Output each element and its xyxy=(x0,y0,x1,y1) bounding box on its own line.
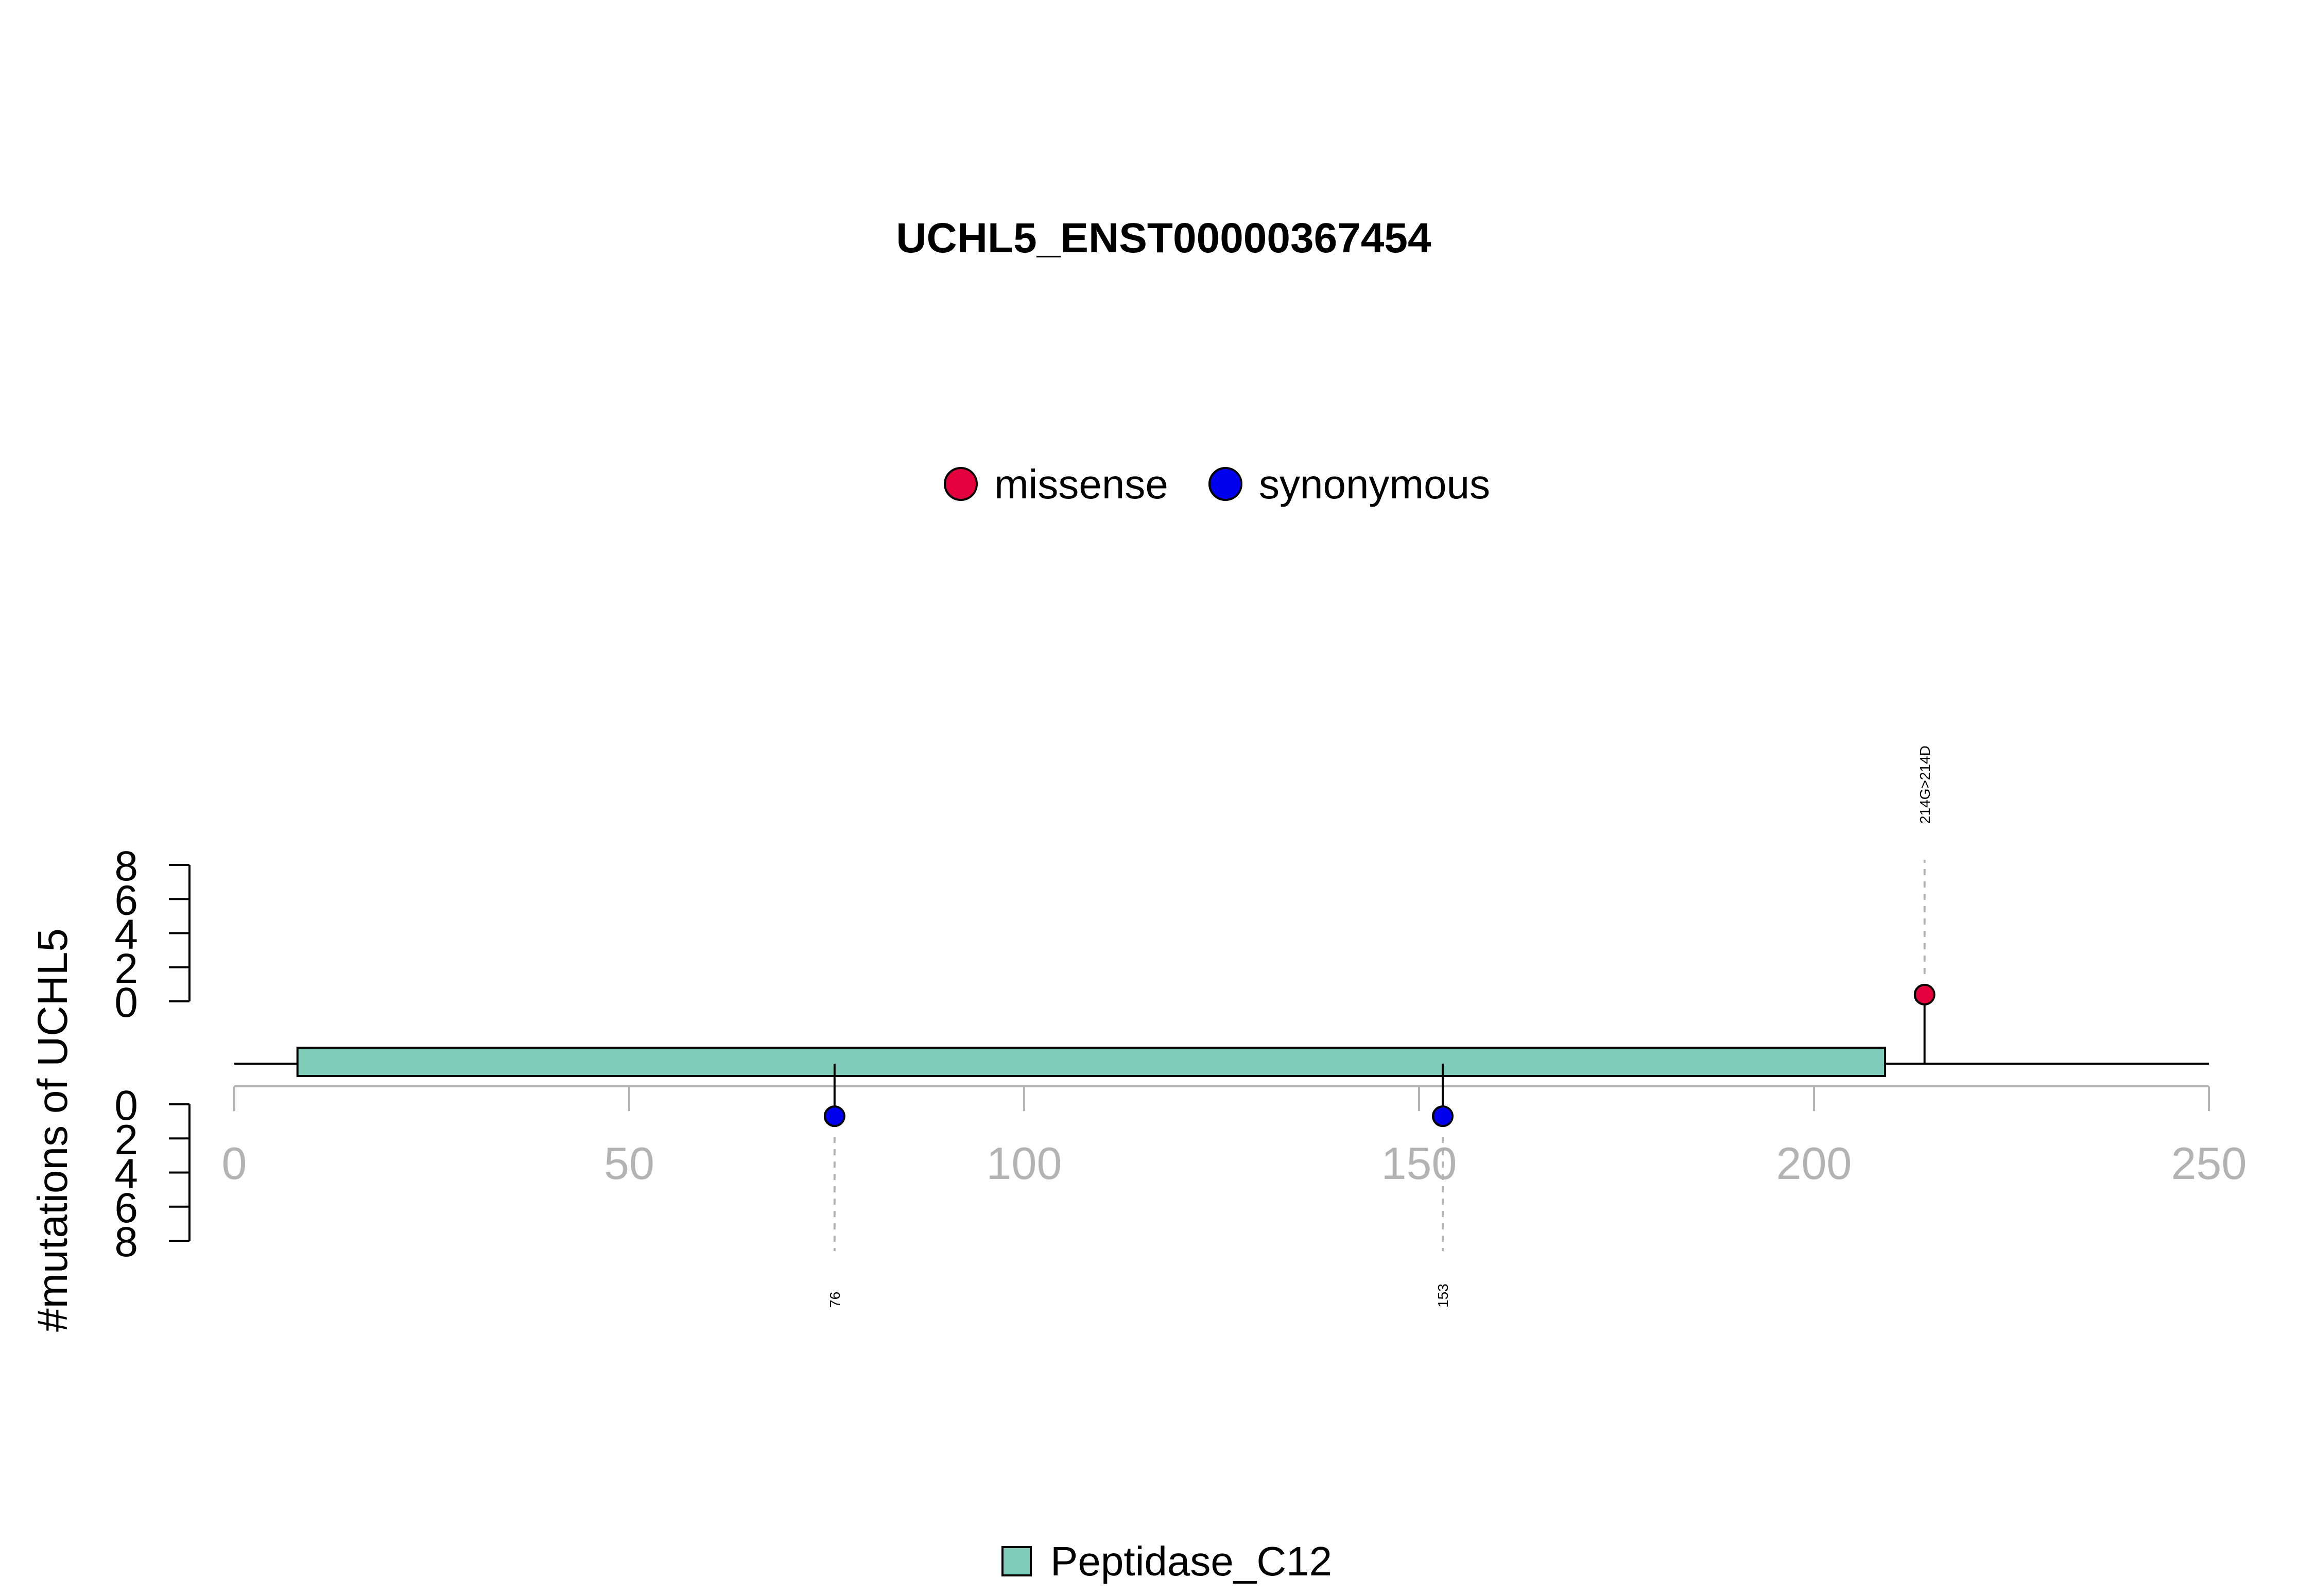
y-tick-label-bottom-8: 8 xyxy=(114,1219,138,1265)
x-tick-label-200: 200 xyxy=(1776,1138,1852,1189)
y-tick-label-top-6: 6 xyxy=(114,877,138,924)
mutation-label-153: 153 xyxy=(1435,1283,1451,1308)
mutation-point-76 xyxy=(823,1105,845,1127)
x-tick-label-0: 0 xyxy=(222,1138,247,1189)
y-tick-label-bottom-0: 0 xyxy=(114,1082,138,1129)
y-tick-label-bottom-6: 6 xyxy=(114,1185,138,1231)
y-tick-label-bottom-2: 2 xyxy=(114,1116,138,1163)
x-tick-label-50: 50 xyxy=(604,1138,654,1189)
domain-legend: Peptidase_C12 xyxy=(1001,1538,1332,1584)
x-axis: 0 50 100 150 200 250 xyxy=(222,1085,2247,1189)
domain-Peptidase_C12 xyxy=(296,1047,1887,1077)
legend-label-synonymous: synonymous xyxy=(1259,461,1490,507)
y-axis-label: #mutations of UCHL5 xyxy=(29,928,76,1332)
y-tick-label-top-2: 2 xyxy=(114,945,138,992)
domain-layer xyxy=(296,1047,1887,1077)
legend-label-missense: missense xyxy=(994,461,1168,507)
legend-swatch-Peptidase_C12 xyxy=(1001,1546,1032,1576)
y-tick-label-top-4: 4 xyxy=(114,911,138,958)
legend-swatch-missense xyxy=(944,467,978,501)
x-tick-label-100: 100 xyxy=(987,1138,1062,1189)
mutation-point-214 xyxy=(1913,983,1935,1005)
mutation-label-76: 76 xyxy=(827,1292,843,1308)
mutation-legend: missense synonymous xyxy=(944,461,1490,507)
y-tick-label-bottom-4: 4 xyxy=(114,1151,138,1198)
x-tick-label-250: 250 xyxy=(2171,1138,2247,1189)
y-tick-label-top-0: 0 xyxy=(114,979,138,1026)
mutation-label-214: 214G>214D xyxy=(1917,745,1933,824)
x-tick-label-150: 150 xyxy=(1381,1138,1457,1189)
legend-label-Peptidase_C12: Peptidase_C12 xyxy=(1050,1538,1332,1584)
y-tick-label-top-8: 8 xyxy=(114,843,138,890)
mutation-point-153 xyxy=(1432,1105,1454,1127)
legend-swatch-synonymous xyxy=(1208,467,1242,501)
mutation-layer: 214G>214D 76 153 xyxy=(823,745,1935,1308)
chart-title: UCHL5_ENST00000367454 xyxy=(896,215,1431,262)
